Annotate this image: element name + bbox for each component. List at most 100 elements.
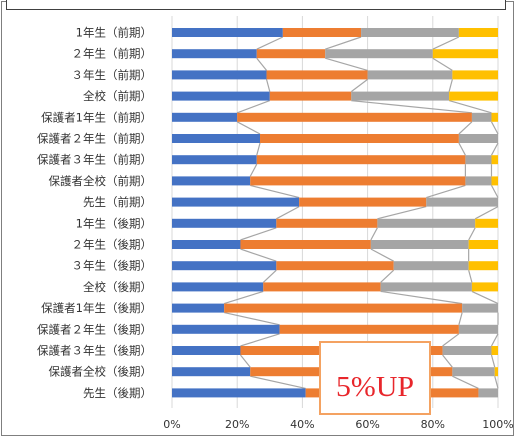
bar-segment [471, 282, 498, 292]
series-line [350, 78, 368, 93]
category-label: 先生（前期） [83, 195, 152, 209]
series-line [448, 79, 453, 92]
series-line [325, 36, 362, 50]
bar-segment [279, 324, 459, 334]
category-label: ３年生（前期） [72, 68, 153, 82]
series-line [458, 142, 466, 156]
bar-segment [172, 388, 306, 398]
series-line [380, 290, 463, 305]
series-line [240, 333, 280, 347]
bar-segment [468, 261, 498, 271]
series-line [458, 312, 463, 325]
series-line [370, 248, 394, 262]
x-tick-label: 100% [482, 418, 513, 431]
category-label: 保護者３年生（前期） [37, 153, 152, 167]
series-line [442, 333, 460, 347]
bar-segment [276, 261, 394, 271]
series-connector-lines [223, 36, 499, 389]
series-line [224, 312, 280, 326]
bar-segment [458, 324, 498, 334]
series-line [250, 375, 306, 389]
series-line [432, 36, 460, 50]
series-line [240, 227, 277, 241]
series-line [249, 163, 258, 177]
series-line [256, 142, 261, 156]
x-tick-label: 40% [290, 418, 314, 431]
bar-segment [250, 176, 466, 186]
bar-segment [393, 261, 469, 271]
bar-segment [299, 197, 427, 207]
series-line [432, 57, 453, 71]
annotation-box [319, 341, 431, 415]
x-tick-label: 20% [225, 418, 249, 431]
series-line [351, 100, 472, 114]
category-label: 保護者1年生（前期） [41, 110, 152, 124]
category-label: 保護者1年生（後期） [41, 301, 152, 315]
category-label: 保護者全校（前期） [49, 174, 153, 188]
bar-segment [452, 70, 498, 80]
category-label: 1年生（前期） [76, 26, 152, 40]
bar-segment [458, 28, 498, 37]
bar-segment [458, 134, 498, 143]
series-line [236, 100, 271, 114]
x-tick-label: 0% [163, 418, 180, 431]
series-line [250, 184, 300, 199]
bar-segment [172, 91, 270, 101]
bar-segment [172, 134, 261, 143]
bar-segment [491, 176, 498, 186]
bar-segment [269, 91, 352, 101]
series-line [442, 354, 453, 368]
series-line [490, 333, 499, 347]
bar-segment [471, 112, 492, 122]
category-label: ２年生（後期） [72, 238, 153, 252]
bar-segment [263, 282, 381, 292]
annotation-text: 5%UP [336, 372, 414, 403]
bar-segment [478, 388, 498, 398]
bar-segment [432, 49, 498, 59]
category-label: 保護者全校（後期） [49, 365, 153, 379]
category-label: ２年生（前期） [72, 47, 153, 61]
x-tick-labels: 0% 20% 40% 60% 80% 100% [163, 418, 513, 431]
series-line [494, 376, 499, 389]
bar-segment [172, 218, 277, 228]
series-line [458, 121, 473, 135]
x-tick-label: 60% [355, 418, 379, 431]
series-line [426, 184, 466, 199]
category-label: ３年生（後期） [72, 259, 153, 273]
series-line [490, 121, 499, 135]
series-line [240, 248, 277, 262]
bar-segment [172, 155, 257, 165]
category-label: 全校（前期） [83, 89, 152, 103]
series-line [468, 227, 476, 241]
bar-segment [325, 49, 433, 59]
category-label: 1年生（後期） [76, 216, 152, 230]
series-line [262, 269, 277, 283]
category-label: 保護者３年生（後期） [37, 344, 152, 358]
top-box [6, 0, 506, 10]
category-label: 保護者２年生（後期） [37, 322, 152, 336]
bar-segment [237, 112, 472, 122]
series-line [325, 57, 368, 71]
bar-segment [256, 155, 466, 165]
bar-segment [491, 155, 498, 165]
bar-segment [442, 346, 492, 355]
series-line [265, 79, 271, 92]
series-line [377, 206, 427, 220]
bar-segment [370, 240, 469, 249]
bar-segment [172, 324, 280, 334]
series-line [223, 290, 264, 305]
bar-segment [172, 176, 251, 186]
bar-segment [475, 218, 498, 228]
series-line [452, 375, 479, 389]
series-line [239, 354, 251, 368]
category-label: 全校（後期） [83, 280, 152, 294]
bar-segment [468, 240, 498, 249]
series-line [380, 269, 395, 283]
bar-segment [172, 70, 267, 80]
series-line [236, 121, 261, 135]
bar-segment [172, 303, 225, 313]
bar-segment [266, 70, 368, 80]
bar-segment [276, 218, 378, 228]
bar-segment [367, 70, 453, 80]
